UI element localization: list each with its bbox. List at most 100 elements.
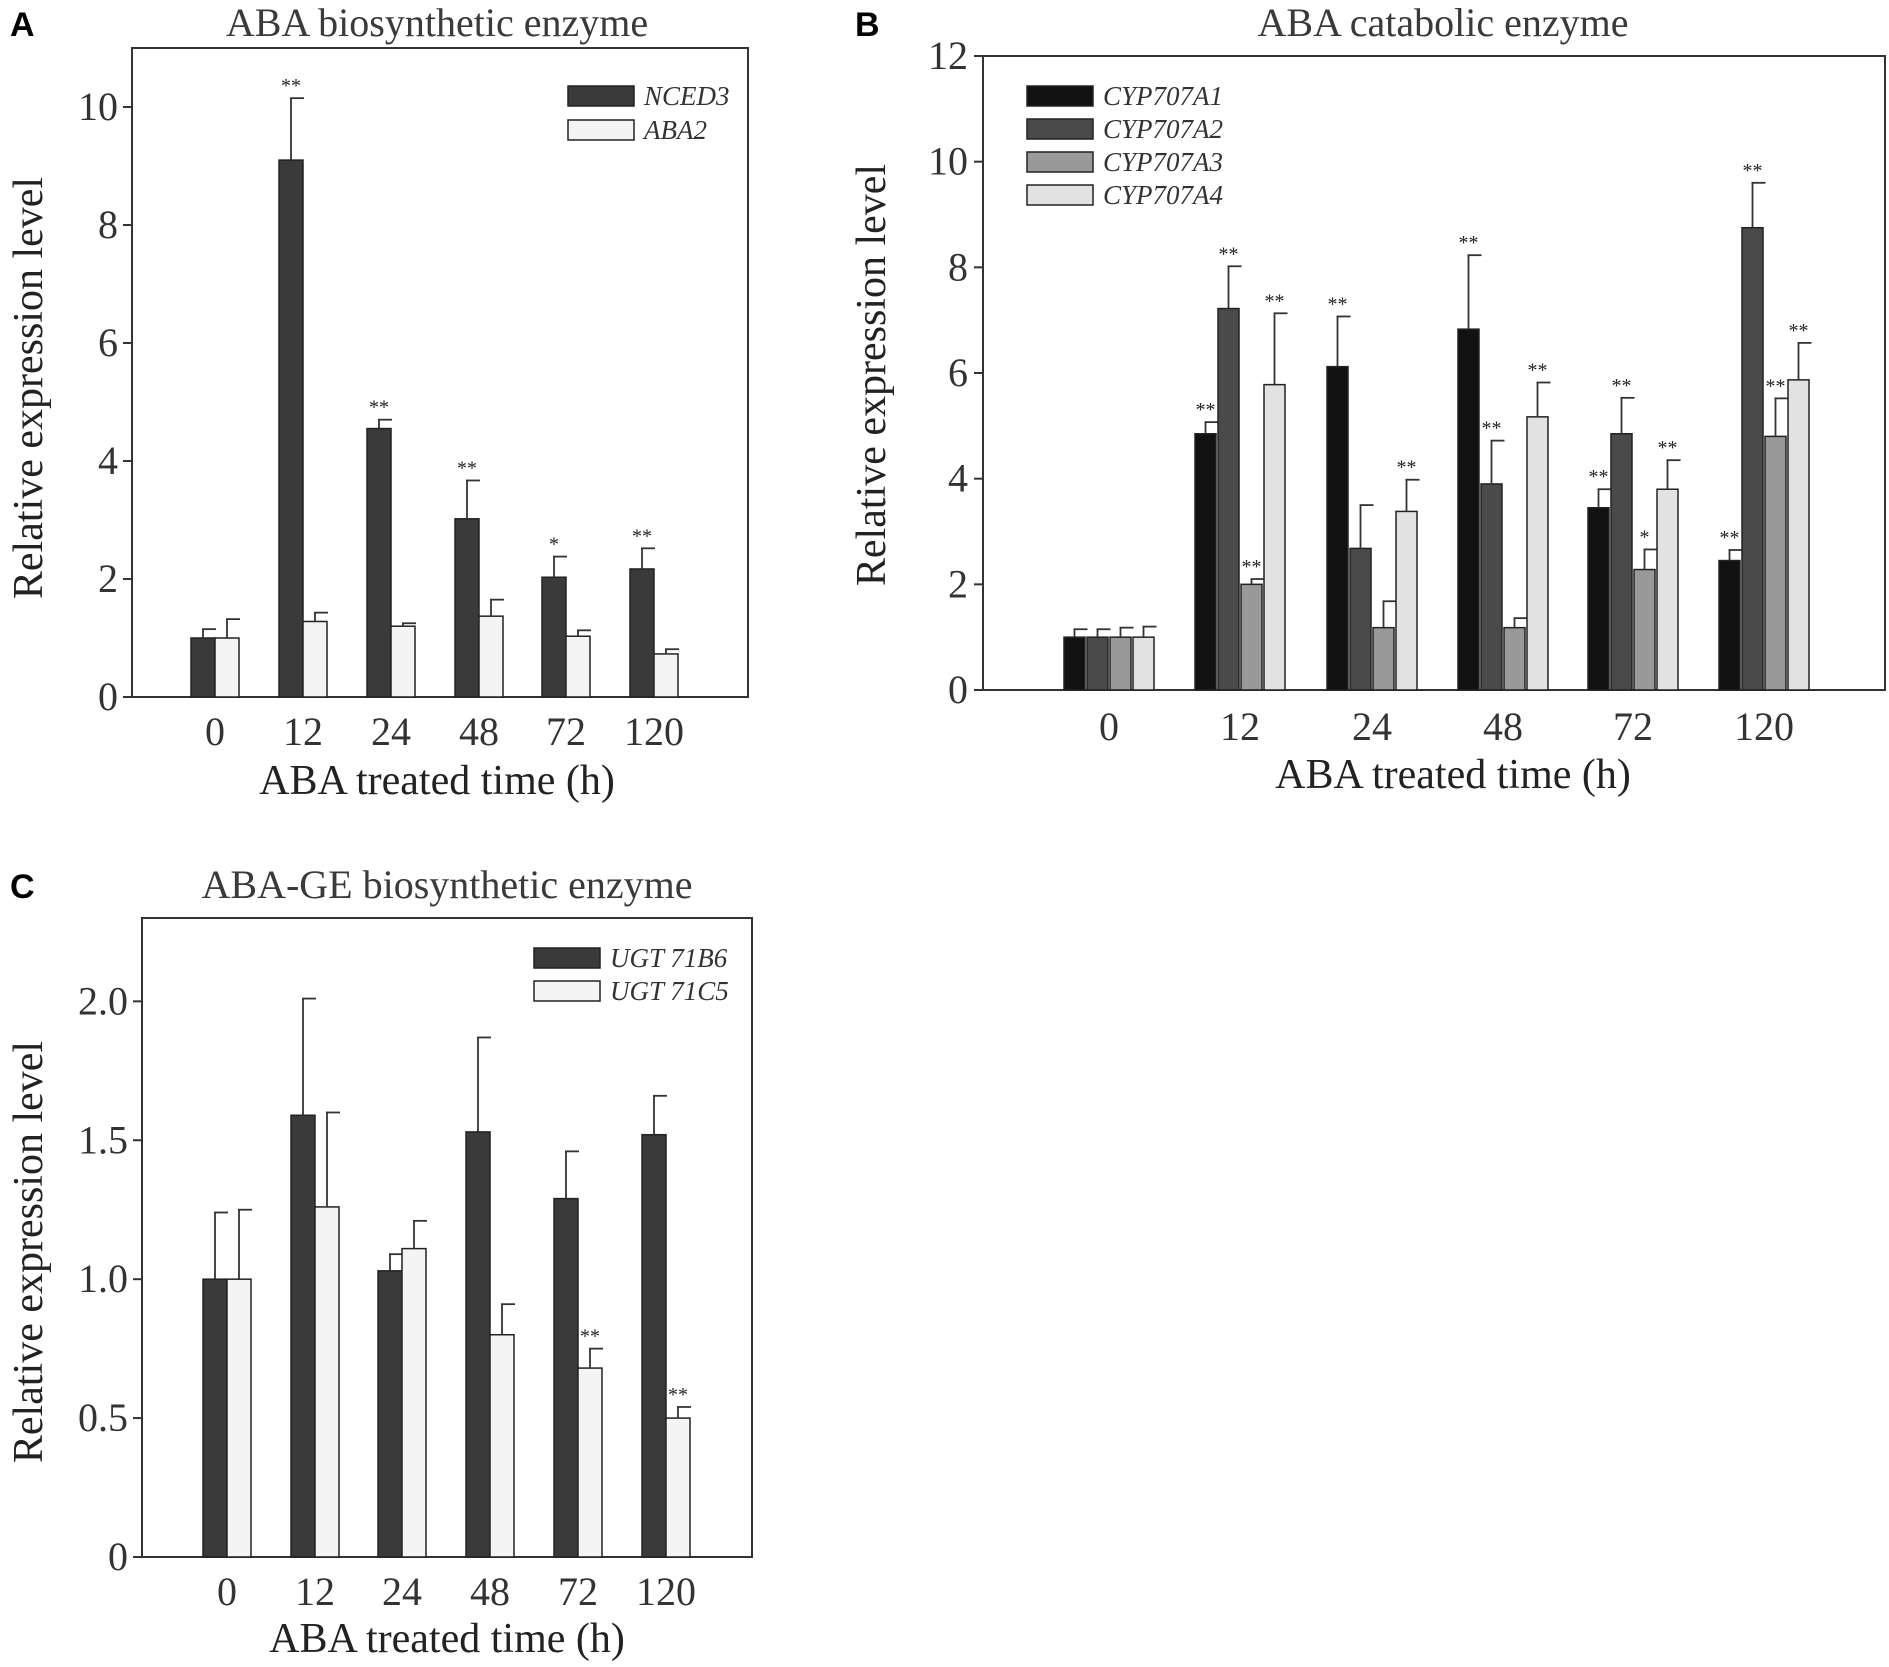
panel-b-bar [1480,483,1503,691]
panel-a-bar [214,637,240,698]
panel-c-bar [377,1270,403,1558]
panel-b-x-axis-label: ABA treated time (h) [1275,752,1631,798]
panel-a-legend-label: NCED3 [643,81,730,111]
panel-a-significance-mark: * [549,534,559,556]
panel-letter-a: A [10,6,35,44]
panel-b-legend-swatch [1026,85,1094,107]
panel-c-y-tick-label: 2.0 [78,978,128,1023]
panel-c-legend-label: UGT 71C5 [610,976,729,1006]
panel-a-title: ABA biosynthetic enzyme [226,0,648,45]
panel-a-significance-mark: ** [632,525,652,547]
panel-b-bar [1240,583,1263,691]
panel-a-legend-swatch [567,85,635,107]
panel-b-y-axis-label: Relative expression level [849,164,895,586]
panel-b-significance-mark: ** [1589,466,1609,488]
panel-b-significance-mark: ** [1242,556,1262,578]
panel-c-y-tick-label: 0.5 [78,1395,128,1440]
panel-a-x-axis-label: ABA treated time (h) [259,758,615,804]
panel-a-bar [653,653,679,698]
panel-a-y-tick-label: 0 [98,674,118,719]
panel-b-bar [1132,636,1155,691]
panel-b-bar [1633,568,1656,691]
panel-b-legend-label: CYP707A2 [1103,114,1223,144]
panel-b-bar [1656,488,1679,691]
panel-c-bar [465,1131,491,1558]
panel-a-x-tick-label: 72 [546,709,586,754]
panel-b-y-tick-label: 10 [928,139,968,184]
panel-c-bar [577,1367,603,1558]
panel-a-bar [565,635,591,698]
panel-c-x-tick-label: 12 [295,1569,335,1614]
panel-b-x-tick-label: 72 [1613,704,1653,749]
panel-b-x-tick-label: 0 [1099,704,1119,749]
panel-b-significance-mark: ** [1789,320,1809,342]
panel-b-legend-label: CYP707A4 [1103,180,1223,210]
panel-c-bar [401,1247,427,1558]
panel-b-legend-label: CYP707A3 [1103,147,1223,177]
panel-c-bar [202,1278,228,1558]
panel-b-significance-mark: ** [1219,243,1239,265]
panel-b-bar [1526,416,1549,691]
panel-c-y-tick-label: 0 [108,1534,128,1579]
panel-a-x-tick-label: 0 [205,709,225,754]
panel-b-bar [1395,510,1418,691]
panel-a-bar [190,637,216,698]
panel-c-y-tick-label: 1.5 [78,1117,128,1162]
panel-c: C ABA-GE biosynthetic enzyme Relative ex… [6,862,753,1662]
panel-b-significance-mark: ** [1459,232,1479,254]
panel-b-significance-mark: ** [1720,527,1740,549]
panel-a-bar [541,576,567,698]
panel-c-x-axis-label: ABA treated time (h) [269,1616,625,1662]
panel-c-significance-mark: ** [580,1326,600,1348]
panel-c-legend-swatch [533,947,601,969]
panel-b-bar [1063,636,1086,691]
panel-b-bar [1372,626,1395,691]
panel-b-bar [1457,328,1480,691]
panel-a-y-tick-label: 10 [78,84,118,129]
panel-a-y-tick-label: 2 [98,556,118,601]
panel-a-y-tick-label: 6 [98,320,118,365]
panel-a-y-tick-label: 4 [98,438,118,483]
panel-b-significance-mark: ** [1397,457,1417,479]
panel-a-significance-mark: ** [457,457,477,479]
panel-c-plot-frame [141,917,753,1558]
panel-c-plot: 0 0.5 1.0 1.5 2.0 0 12 24 48 72 120 ** ** UGT 71B6UGT… [78,917,753,1614]
panel-c-bar [553,1197,579,1558]
panel-a-bar [454,518,480,698]
panel-b-bar [1610,433,1633,691]
panel-b-bar [1503,626,1526,691]
panel-b-bar [1764,435,1787,691]
panel-a-bar [390,625,416,698]
panel-b-title: ABA catabolic enzyme [1258,0,1629,45]
panel-b-x-tick-label: 48 [1483,704,1523,749]
panel-a-bar [366,427,392,698]
panel-b-y-tick-label: 4 [948,456,968,501]
panel-c-x-tick-label: 24 [382,1569,422,1614]
panel-b-bar [1217,307,1240,691]
panel-b-legend-swatch [1026,184,1094,206]
panel-a-x-tick-label: 24 [371,709,411,754]
panel-c-legend-swatch [533,980,601,1002]
panel-b-significance-mark: ** [1766,375,1786,397]
panel-a-x-tick-label: 48 [459,709,499,754]
panel-c-bar [226,1278,252,1558]
panel-a-y-tick-label: 8 [98,202,118,247]
panel-a: A ABA biosynthetic enzyme Relative expre… [6,0,749,804]
panel-b-x-tick-label: 24 [1352,704,1392,749]
panel-c-bar [314,1206,340,1558]
panel-c-title: ABA-GE biosynthetic enzyme [202,862,693,907]
panel-b-y-tick-label: 6 [948,350,968,395]
panel-a-x-tick-label: 12 [283,709,323,754]
panel-c-significance-mark: ** [668,1384,688,1406]
panel-b-significance-mark: ** [1265,290,1285,312]
panel-b-bar [1718,559,1741,691]
panel-b-significance-mark: ** [1612,375,1632,397]
panel-letter-b: B [855,6,880,44]
panel-b-legend-swatch [1026,118,1094,140]
panel-b: B ABA catabolic enzyme Relative expressi… [849,0,1886,798]
panel-b-y-tick-label: 0 [948,667,968,712]
panel-b-bar [1263,383,1286,691]
